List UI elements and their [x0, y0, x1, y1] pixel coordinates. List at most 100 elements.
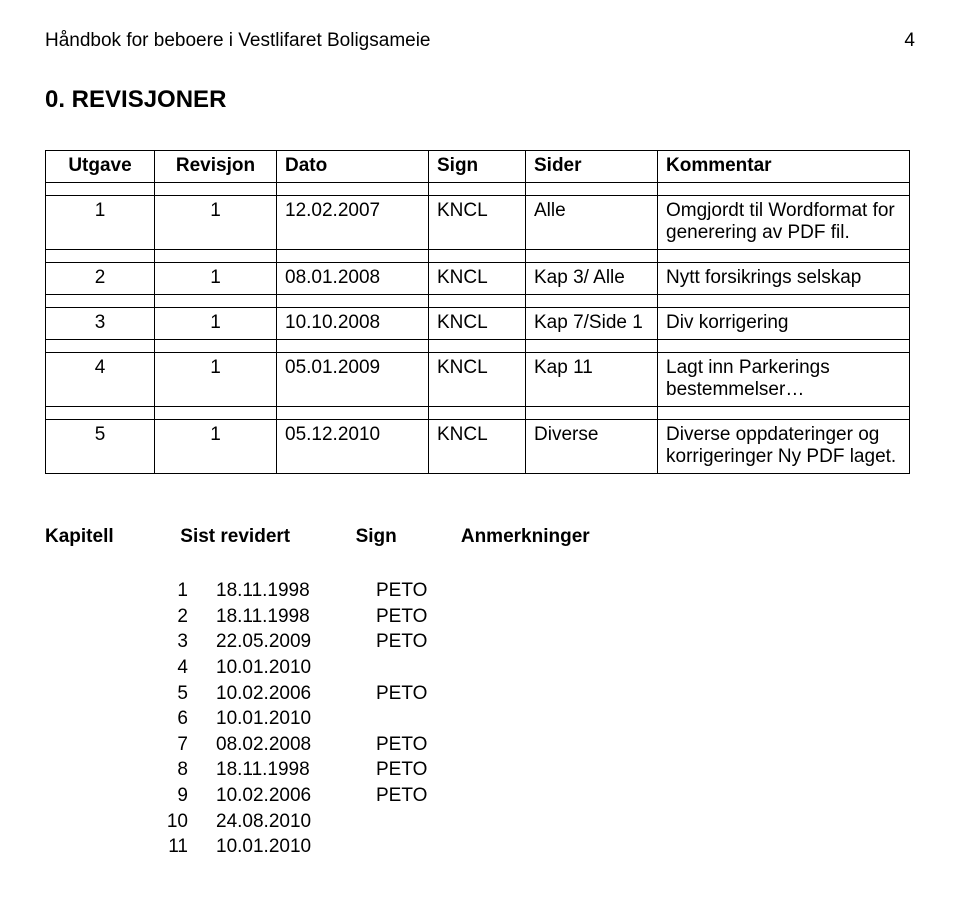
- kapitell-sign: PETO: [376, 604, 427, 630]
- kapitell-label: Kapitell: [45, 526, 175, 548]
- cell-revisjon: 1: [155, 196, 277, 250]
- col-kommentar: Kommentar: [658, 151, 910, 183]
- section-heading: 0. REVISJONER: [45, 86, 915, 114]
- kapitell-list: 118.11.1998PETO 218.11.1998PETO 322.05.2…: [150, 578, 915, 860]
- spacer-row: [46, 407, 910, 420]
- list-item: 910.02.2006PETO: [150, 783, 915, 809]
- list-item: 708.02.2008PETO: [150, 732, 915, 758]
- cell-kommentar: Omgjordt til Wordformat for generering a…: [658, 196, 910, 250]
- anmerkninger-label: Anmerkninger: [461, 526, 590, 548]
- revisions-tbody: 1 1 12.02.2007 KNCL Alle Omgjordt til Wo…: [46, 183, 910, 474]
- kapitell-idx: 1: [150, 578, 188, 604]
- cell-kommentar: Nytt forsikrings selskap: [658, 263, 910, 295]
- cell-dato: 08.01.2008: [277, 263, 429, 295]
- kapitell-idx: 3: [150, 629, 188, 655]
- cell-sign: KNCL: [429, 196, 526, 250]
- page-header: Håndbok for beboere i Vestlifaret Boligs…: [45, 30, 915, 52]
- page: Håndbok for beboere i Vestlifaret Boligs…: [0, 0, 960, 900]
- kapitell-idx: 4: [150, 655, 188, 681]
- list-item: 510.02.2006PETO: [150, 681, 915, 707]
- cell-utgave: 5: [46, 420, 155, 474]
- kapitell-sign: PETO: [376, 732, 427, 758]
- kapitell-date: 18.11.1998: [188, 757, 376, 783]
- table-header-row: Utgave Revisjon Dato Sign Sider Kommenta…: [46, 151, 910, 183]
- spacer-row: [46, 295, 910, 308]
- cell-sider: Diverse: [526, 420, 658, 474]
- table-row: 5 1 05.12.2010 KNCL Diverse Diverse oppd…: [46, 420, 910, 474]
- cell-revisjon: 1: [155, 263, 277, 295]
- table-row: 1 1 12.02.2007 KNCL Alle Omgjordt til Wo…: [46, 196, 910, 250]
- revisions-table: Utgave Revisjon Dato Sign Sider Kommenta…: [45, 150, 910, 474]
- kapitell-date: 10.01.2010: [188, 655, 376, 681]
- kapitell-sign: PETO: [376, 578, 427, 604]
- list-item: 410.01.2010: [150, 655, 915, 681]
- list-item: 1110.01.2010: [150, 834, 915, 860]
- cell-revisjon: 1: [155, 308, 277, 340]
- list-item: 818.11.1998PETO: [150, 757, 915, 783]
- cell-sign: KNCL: [429, 420, 526, 474]
- kapitell-date: 08.02.2008: [188, 732, 376, 758]
- col-revisjon: Revisjon: [155, 151, 277, 183]
- cell-utgave: 3: [46, 308, 155, 340]
- table-row: 3 1 10.10.2008 KNCL Kap 7/Side 1 Div kor…: [46, 308, 910, 340]
- sist-revidert-label: Sist revidert: [180, 526, 350, 548]
- kapitell-date: 18.11.1998: [188, 578, 376, 604]
- spacer-row: [46, 250, 910, 263]
- kapitell-idx: 11: [150, 834, 188, 860]
- cell-kommentar: Diverse oppdateringer og korrigeringer N…: [658, 420, 910, 474]
- sign-label: Sign: [356, 526, 456, 548]
- cell-kommentar: Lagt inn Parkerings bestemmelser…: [658, 353, 910, 407]
- cell-utgave: 4: [46, 353, 155, 407]
- list-item: 118.11.1998PETO: [150, 578, 915, 604]
- kapitell-idx: 10: [150, 809, 188, 835]
- cell-sign: KNCL: [429, 263, 526, 295]
- list-item: 218.11.1998PETO: [150, 604, 915, 630]
- cell-revisjon: 1: [155, 353, 277, 407]
- cell-dato: 05.01.2009: [277, 353, 429, 407]
- kapitell-sign: PETO: [376, 783, 427, 809]
- kapitell-idx: 7: [150, 732, 188, 758]
- table-row: 4 1 05.01.2009 KNCL Kap 11 Lagt inn Park…: [46, 353, 910, 407]
- page-number: 4: [904, 30, 915, 52]
- spacer-row: [46, 340, 910, 353]
- kapitell-idx: 8: [150, 757, 188, 783]
- kapitell-idx: 5: [150, 681, 188, 707]
- spacer-row: [46, 183, 910, 196]
- cell-dato: 05.12.2010: [277, 420, 429, 474]
- kapitell-date: 10.01.2010: [188, 834, 376, 860]
- kapitell-sign: PETO: [376, 629, 427, 655]
- col-utgave: Utgave: [46, 151, 155, 183]
- kapitell-date: 22.05.2009: [188, 629, 376, 655]
- cell-sign: KNCL: [429, 308, 526, 340]
- col-sider: Sider: [526, 151, 658, 183]
- table-row: 2 1 08.01.2008 KNCL Kap 3/ Alle Nytt for…: [46, 263, 910, 295]
- kapitell-date: 18.11.1998: [188, 604, 376, 630]
- col-sign: Sign: [429, 151, 526, 183]
- cell-sign: KNCL: [429, 353, 526, 407]
- cell-sider: Alle: [526, 196, 658, 250]
- kapitell-date: 10.02.2006: [188, 783, 376, 809]
- list-item: 322.05.2009PETO: [150, 629, 915, 655]
- kapitell-sign: PETO: [376, 681, 427, 707]
- list-item: 610.01.2010: [150, 706, 915, 732]
- kapitell-idx: 2: [150, 604, 188, 630]
- kapitell-date: 24.08.2010: [188, 809, 376, 835]
- cell-revisjon: 1: [155, 420, 277, 474]
- kapitell-date: 10.02.2006: [188, 681, 376, 707]
- kapitell-date: 10.01.2010: [188, 706, 376, 732]
- kapitell-sign: PETO: [376, 757, 427, 783]
- cell-utgave: 1: [46, 196, 155, 250]
- kapitell-idx: 6: [150, 706, 188, 732]
- cell-sider: Kap 11: [526, 353, 658, 407]
- cell-sider: Kap 7/Side 1: [526, 308, 658, 340]
- cell-dato: 10.10.2008: [277, 308, 429, 340]
- kapitell-idx: 9: [150, 783, 188, 809]
- cell-utgave: 2: [46, 263, 155, 295]
- list-item: 1024.08.2010: [150, 809, 915, 835]
- kapitell-heading: Kapitell Sist revidert Sign Anmerkninger: [45, 526, 915, 548]
- cell-sider: Kap 3/ Alle: [526, 263, 658, 295]
- cell-dato: 12.02.2007: [277, 196, 429, 250]
- cell-kommentar: Div korrigering: [658, 308, 910, 340]
- col-dato: Dato: [277, 151, 429, 183]
- doc-title: Håndbok for beboere i Vestlifaret Boligs…: [45, 30, 431, 52]
